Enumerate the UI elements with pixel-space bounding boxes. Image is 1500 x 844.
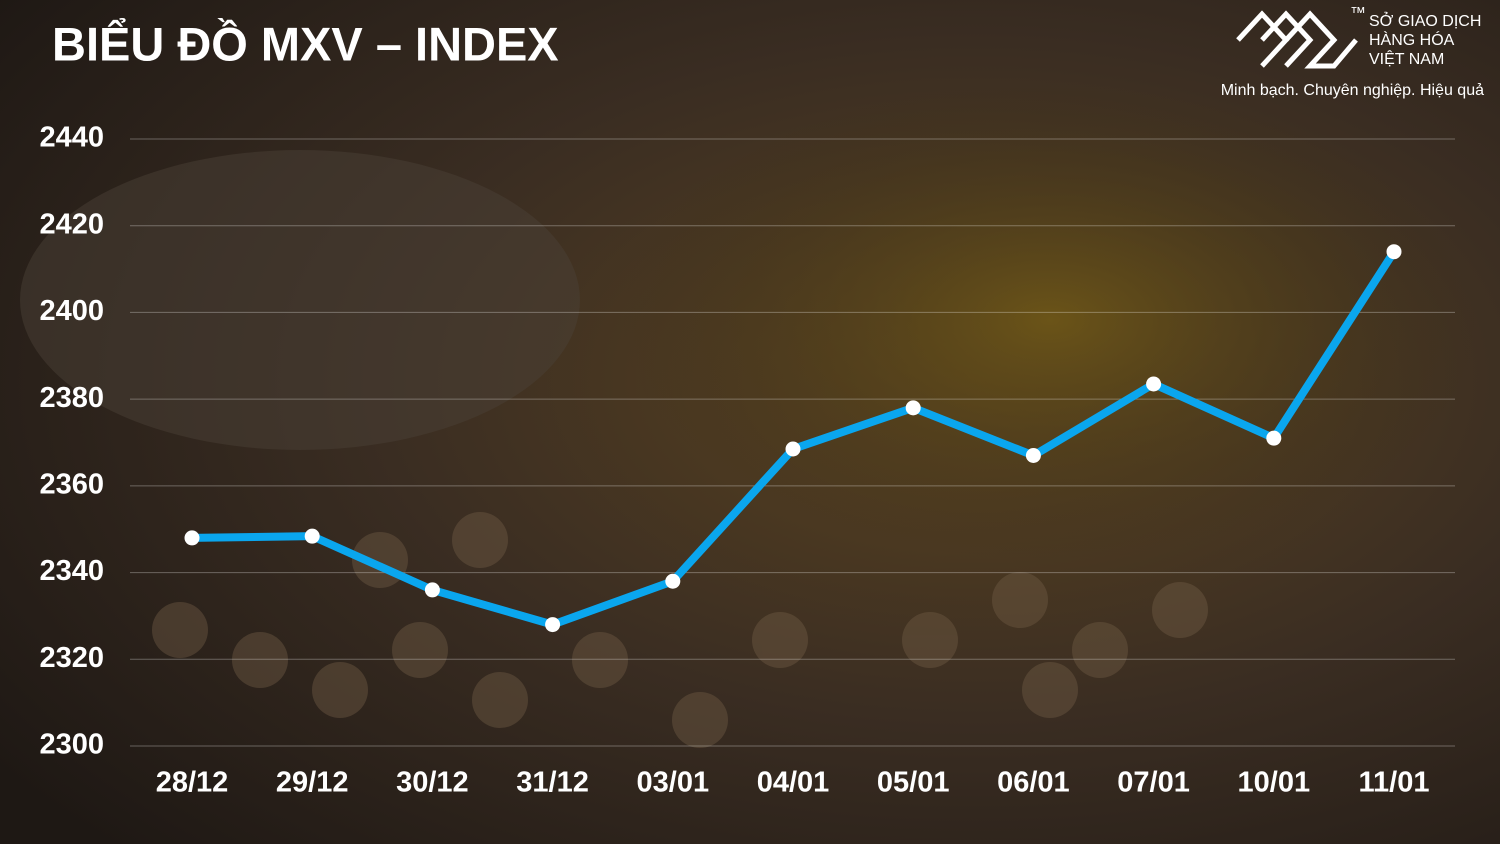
y-tick-label: 2380 (39, 382, 104, 414)
logo-slogan: Minh bạch. Chuyên nghiệp. Hiệu quả (1221, 82, 1484, 99)
logo-text: SỞ GIAO DỊCH (1369, 11, 1481, 30)
point (665, 573, 681, 589)
x-tick-label: 10/01 (1238, 767, 1311, 799)
background-bowl (20, 150, 580, 450)
y-tick-label: 2300 (39, 729, 104, 761)
y-tick-label: 2400 (39, 295, 104, 327)
y-tick-label: 2420 (39, 208, 104, 240)
x-tick-label: 05/01 (877, 767, 950, 799)
y-tick-label: 2360 (39, 469, 104, 501)
logo-tm: ™ (1350, 5, 1366, 22)
background-oil (620, 80, 1480, 560)
point (424, 582, 440, 598)
y-tick-label: 2340 (39, 555, 104, 587)
point (1386, 244, 1402, 260)
point (1146, 376, 1162, 392)
x-tick-label: 06/01 (997, 767, 1070, 799)
y-tick-label: 2320 (39, 642, 104, 674)
x-tick-label: 04/01 (757, 767, 830, 799)
point (184, 530, 200, 546)
x-tick-label: 29/12 (276, 767, 349, 799)
y-tick-label: 2440 (39, 122, 104, 154)
x-tick-label: 11/01 (1359, 767, 1430, 799)
chart-title: BIỂU ĐỒ MXV – INDEX (52, 17, 559, 70)
point (1266, 430, 1282, 446)
point (905, 400, 921, 416)
logo: ™ SỞ GIAO DỊCH HÀNG HÓA VIỆT NAM Minh bạ… (1221, 5, 1484, 99)
logo-text: HÀNG HÓA (1369, 30, 1455, 49)
x-tick-label: 30/12 (396, 767, 469, 799)
x-tick-label: 28/12 (156, 767, 229, 799)
point (1025, 448, 1041, 464)
x-tick-label: 07/01 (1117, 767, 1190, 799)
x-tick-label: 31/12 (516, 767, 589, 799)
logo-mark (1236, 10, 1358, 69)
x-tick-label: 03/01 (637, 767, 710, 799)
background-beans (152, 512, 1208, 748)
point (304, 528, 320, 544)
point (545, 617, 561, 633)
logo-text: VIỆT NAM (1369, 49, 1444, 68)
point (785, 441, 801, 457)
